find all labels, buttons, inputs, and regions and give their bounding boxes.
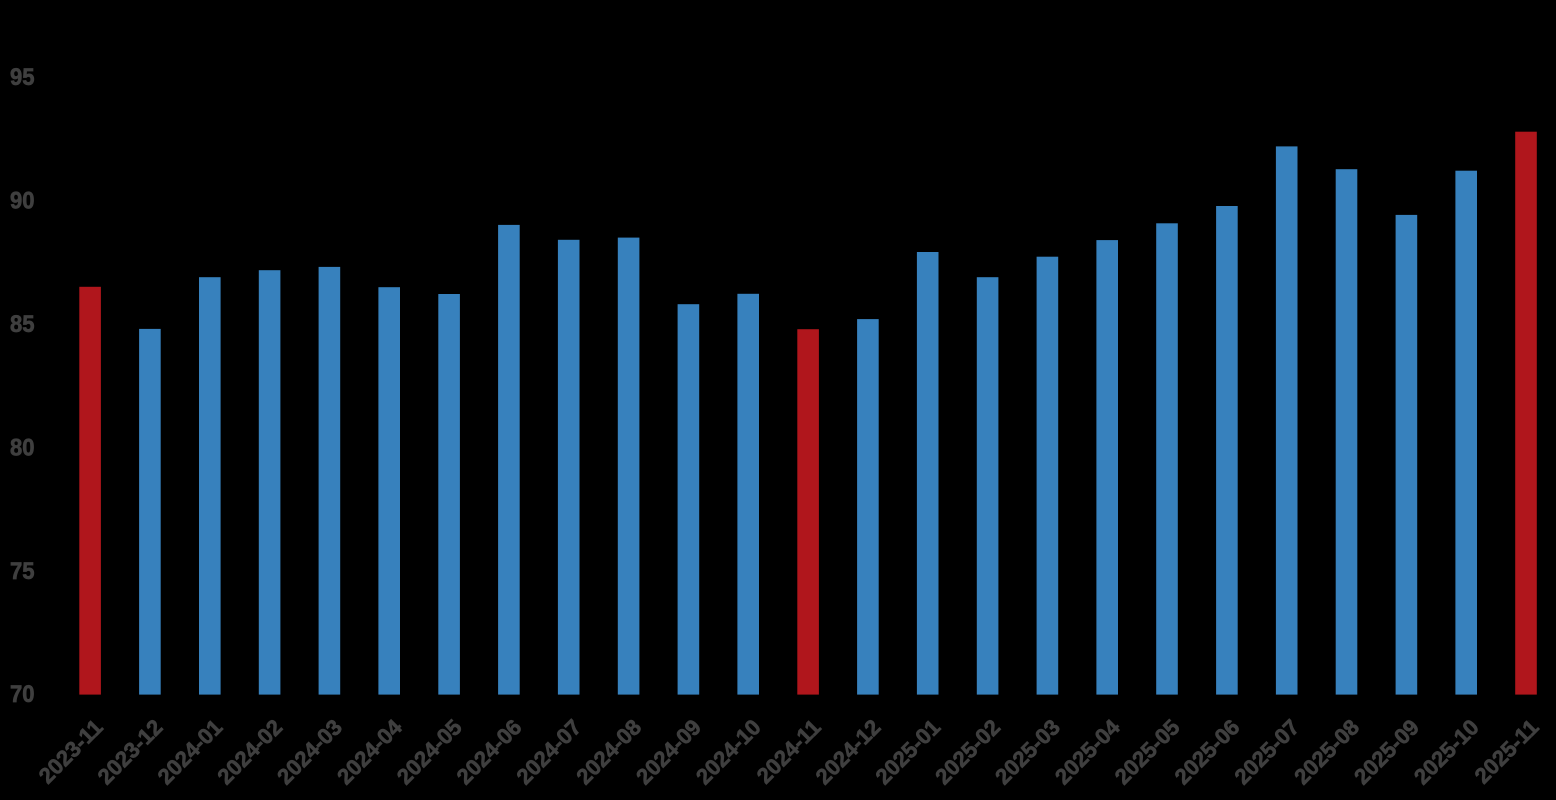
svg-text:75: 75 <box>10 558 35 585</box>
svg-text:85: 85 <box>10 311 35 338</box>
svg-text:80: 80 <box>10 434 35 461</box>
svg-text:70: 70 <box>10 681 35 708</box>
svg-text:90: 90 <box>10 188 35 215</box>
svg-text:95: 95 <box>10 64 35 91</box>
